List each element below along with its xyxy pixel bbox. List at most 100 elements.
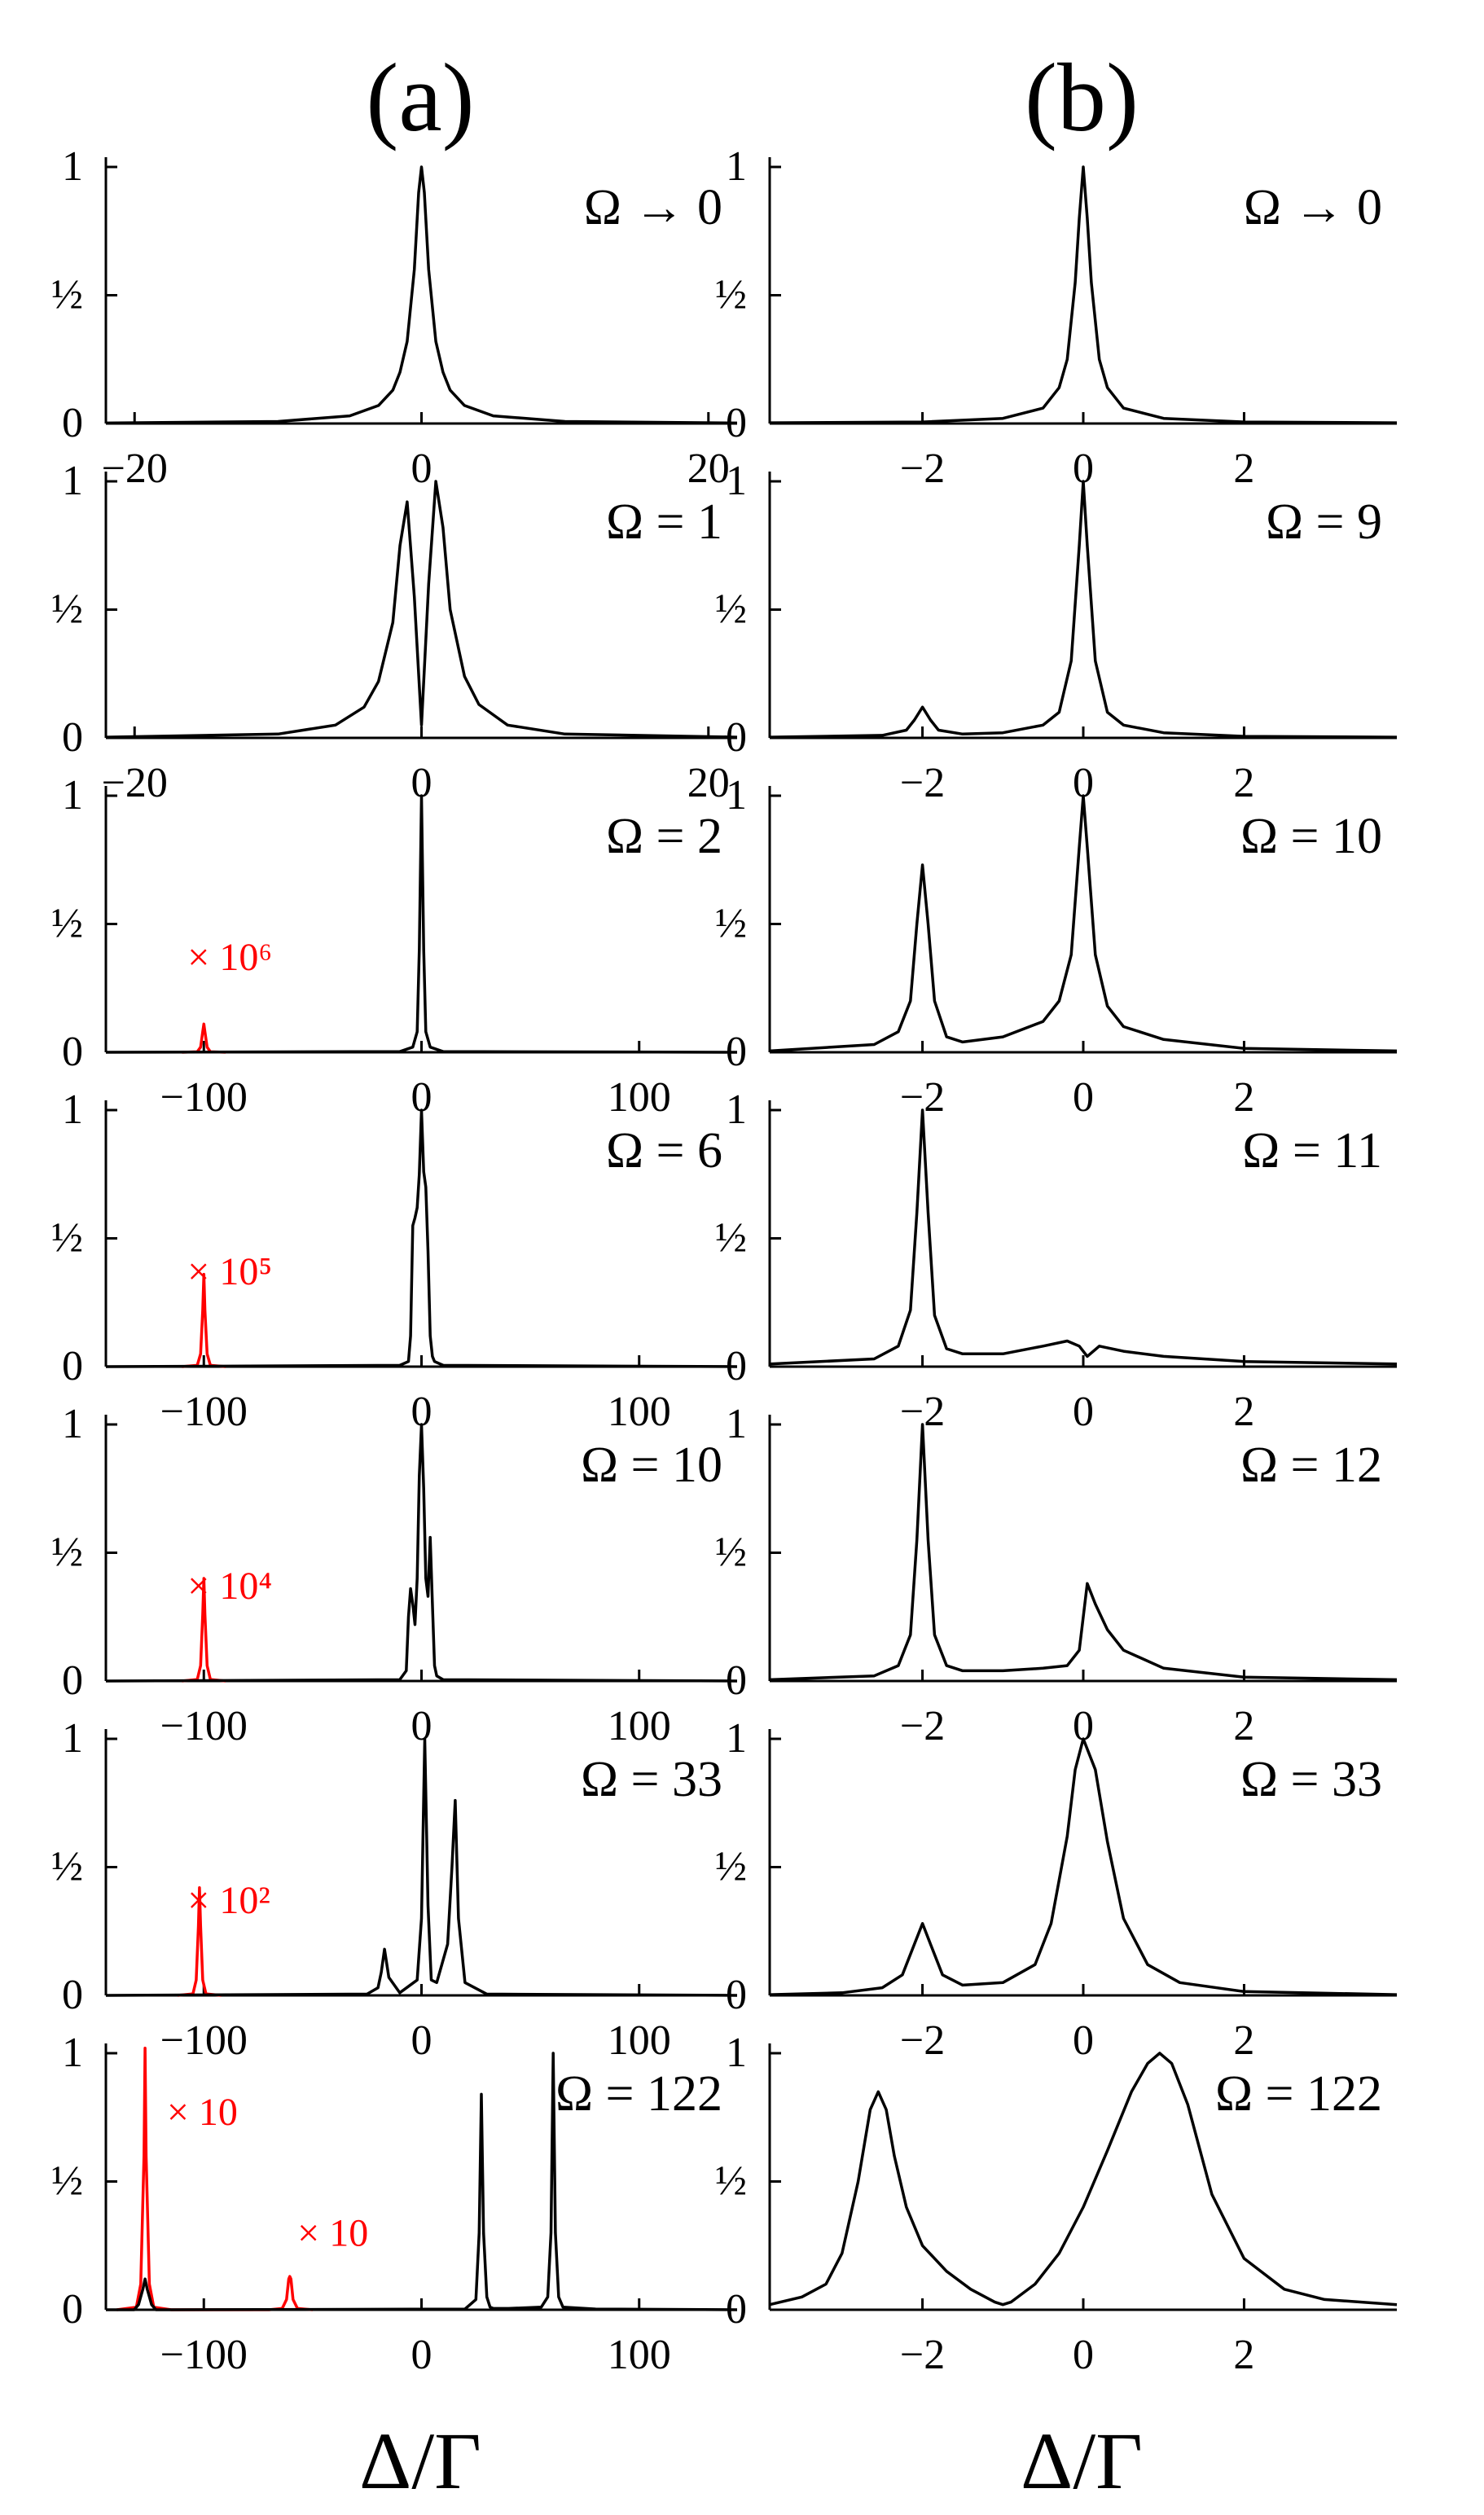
- panel-a-7-xtick-label: 100: [608, 2332, 671, 2378]
- panels-group: 0½1−20 0 20Ω → 00½1−2 0 2Ω → 00½1−20 0 20Ω = 1…: [51, 143, 1398, 2378]
- panel-a-7-scale-label: × 10: [167, 2091, 238, 2134]
- panel-b-2-ytick-label: 0: [726, 714, 747, 761]
- panel-a-2-ytick-label: 1: [62, 458, 83, 504]
- panel-a-4-inset-curve: [182, 1272, 226, 1368]
- column-label-a: (a): [366, 43, 474, 151]
- panel-a-7-xtick-label: 0: [411, 2332, 432, 2378]
- panel-a-7-omega-label: Ω = 122: [555, 2066, 722, 2122]
- panel-a-1-ytick-label: ½: [51, 272, 83, 318]
- panel-a-5-inset-curve: [182, 1577, 226, 1683]
- panel-a-6-xtick-label: 0: [411, 2017, 432, 2064]
- panel-b-7-omega-label: Ω = 122: [1215, 2066, 1382, 2122]
- column-label-b: (b): [1025, 43, 1139, 151]
- panel-a-7-main-curve: [106, 2052, 738, 2311]
- xlabel-a: Δ/Γ: [359, 2416, 481, 2506]
- panel-b-5-ytick-label: 1: [726, 1401, 747, 1447]
- panel-a-2-xtick-label: 20: [687, 760, 730, 806]
- panel-a-3-xtick-label: −100: [160, 1074, 248, 1121]
- panel-b-3-ytick-label: 1: [726, 772, 747, 819]
- panel-a-5-ytick-label: 1: [62, 1401, 83, 1447]
- panel-b-3-omega-label: Ω = 10: [1240, 809, 1382, 864]
- panel-a-4-xtick-label: 100: [608, 1389, 671, 1435]
- panel-b-4-xtick-label: 2: [1233, 1389, 1254, 1435]
- panel-b-7-main-curve: [769, 2052, 1398, 2307]
- panel-a-2-xtick-label: −20: [102, 760, 168, 806]
- panel-a-3-ytick-label: 0: [62, 1029, 83, 1075]
- panel-b-6-ytick-label: ½: [715, 1844, 747, 1890]
- panel-b-1-ytick-label: 1: [726, 143, 747, 190]
- panel-a-1-main-curve: [105, 165, 738, 425]
- panel-a-1-xtick-label: −20: [102, 446, 168, 492]
- panel-b-1-omega-label: Ω → 0: [1244, 180, 1382, 235]
- panel-b-6-xtick-label: 0: [1073, 2017, 1094, 2064]
- panel-a-3-main-curve: [105, 794, 738, 1054]
- panel-b-3-xtick-label: 2: [1233, 1074, 1254, 1121]
- panel-a-1-xtick-label: 0: [411, 446, 432, 492]
- panel-b-5-ytick-label: ½: [715, 1530, 747, 1576]
- panel-b-2-main-curve: [769, 480, 1398, 739]
- panel-a-2-ytick-label: 0: [62, 714, 83, 761]
- panel-a-6-ytick-label: 1: [62, 1715, 83, 1762]
- panel-b-5-main-curve: [769, 1423, 1398, 1682]
- panel-a-7-ytick-label: 0: [62, 2286, 83, 2333]
- panel-a-5-ytick-label: 0: [62, 1657, 83, 1704]
- panel-b-7-ytick-label: 0: [726, 2286, 747, 2333]
- panel-a-6-inset-curve: [178, 1885, 222, 1997]
- panel-b-2-xtick-label: −2: [900, 760, 945, 806]
- panel-a-7-inset-curve: [116, 2046, 314, 2311]
- panel-b-4-main-curve: [769, 1108, 1398, 1366]
- panel-b-3-ytick-label: ½: [715, 901, 747, 947]
- panel-b-5-xtick-label: −2: [900, 1703, 945, 1749]
- panel-a-7-ytick-label: 1: [62, 2030, 83, 2076]
- panel-b-1-xtick-label: 2: [1233, 446, 1254, 492]
- panel-b-6-ytick-label: 0: [726, 1972, 747, 2018]
- panel-a-1-xtick-label: 20: [687, 446, 730, 492]
- panel-b-4-omega-label: Ω = 11: [1242, 1123, 1382, 1178]
- panel-b-7-xtick-label: 2: [1233, 2332, 1254, 2378]
- panel-b-7-xtick-label: −2: [900, 2332, 945, 2378]
- panel-a-1-omega-label: Ω → 0: [584, 180, 722, 235]
- panel-b-6-main-curve: [769, 1737, 1398, 1996]
- panel-a-1-ytick-label: 1: [62, 143, 83, 190]
- panel-a-4-scale-label: × 10⁵: [187, 1250, 272, 1293]
- panel-a-5-xtick-label: 0: [411, 1703, 432, 1749]
- panel-a-5-ytick-label: ½: [51, 1530, 83, 1576]
- panel-a-4-main-curve: [105, 1108, 738, 1368]
- panel-a-4-omega-label: Ω = 6: [606, 1123, 722, 1178]
- panel-b-6-omega-label: Ω = 33: [1240, 1752, 1382, 1807]
- panel-a-6-scale-label: × 10²: [187, 1879, 270, 1922]
- panel-b-5-xtick-label: 2: [1233, 1703, 1254, 1749]
- panel-a-5-omega-label: Ω = 10: [581, 1437, 722, 1493]
- panel-b-4-ytick-label: 1: [726, 1086, 747, 1133]
- panel-a-7-xtick-label: −100: [160, 2332, 248, 2378]
- panel-b-1-main-curve: [769, 165, 1398, 424]
- panel-b-4-ytick-label: 0: [726, 1343, 747, 1389]
- panel-b-5-omega-label: Ω = 12: [1240, 1437, 1382, 1493]
- panel-a-6-omega-label: Ω = 33: [581, 1752, 722, 1807]
- panel-b-3-xtick-label: 0: [1073, 1074, 1094, 1121]
- panel-a-5-xtick-label: 100: [608, 1703, 671, 1749]
- panel-a-7-scale-label: × 10: [297, 2211, 368, 2254]
- panel-a-4-ytick-label: ½: [51, 1215, 83, 1262]
- panel-b-7-ytick-label: 1: [726, 2030, 747, 2076]
- panel-b-1-ytick-label: 0: [726, 400, 747, 446]
- panel-b-6-xtick-label: −2: [900, 2017, 945, 2064]
- panel-b-4-ytick-label: ½: [715, 1215, 747, 1262]
- panel-b-5-ytick-label: 0: [726, 1657, 747, 1704]
- panel-b-6-ytick-label: 1: [726, 1715, 747, 1762]
- panel-b-1-ytick-label: ½: [715, 272, 747, 318]
- panel-b-3-ytick-label: 0: [726, 1029, 747, 1075]
- panel-b-7-xtick-label: 0: [1073, 2332, 1094, 2378]
- panel-a-6-xtick-label: −100: [160, 2017, 248, 2064]
- panel-a-5-xtick-label: −100: [160, 1703, 248, 1749]
- panel-b-1-xtick-label: −2: [900, 446, 945, 492]
- panel-a-6-ytick-label: ½: [51, 1844, 83, 1890]
- panel-b-3-main-curve: [769, 794, 1398, 1053]
- panel-b-2-ytick-label: ½: [715, 586, 747, 633]
- panel-a-2-omega-label: Ω = 1: [606, 494, 722, 550]
- panel-a-4-xtick-label: −100: [160, 1389, 248, 1435]
- panel-a-1-ytick-label: 0: [62, 400, 83, 446]
- panel-b-2-ytick-label: 1: [726, 458, 747, 504]
- panel-a-6-main-curve: [105, 1737, 738, 1997]
